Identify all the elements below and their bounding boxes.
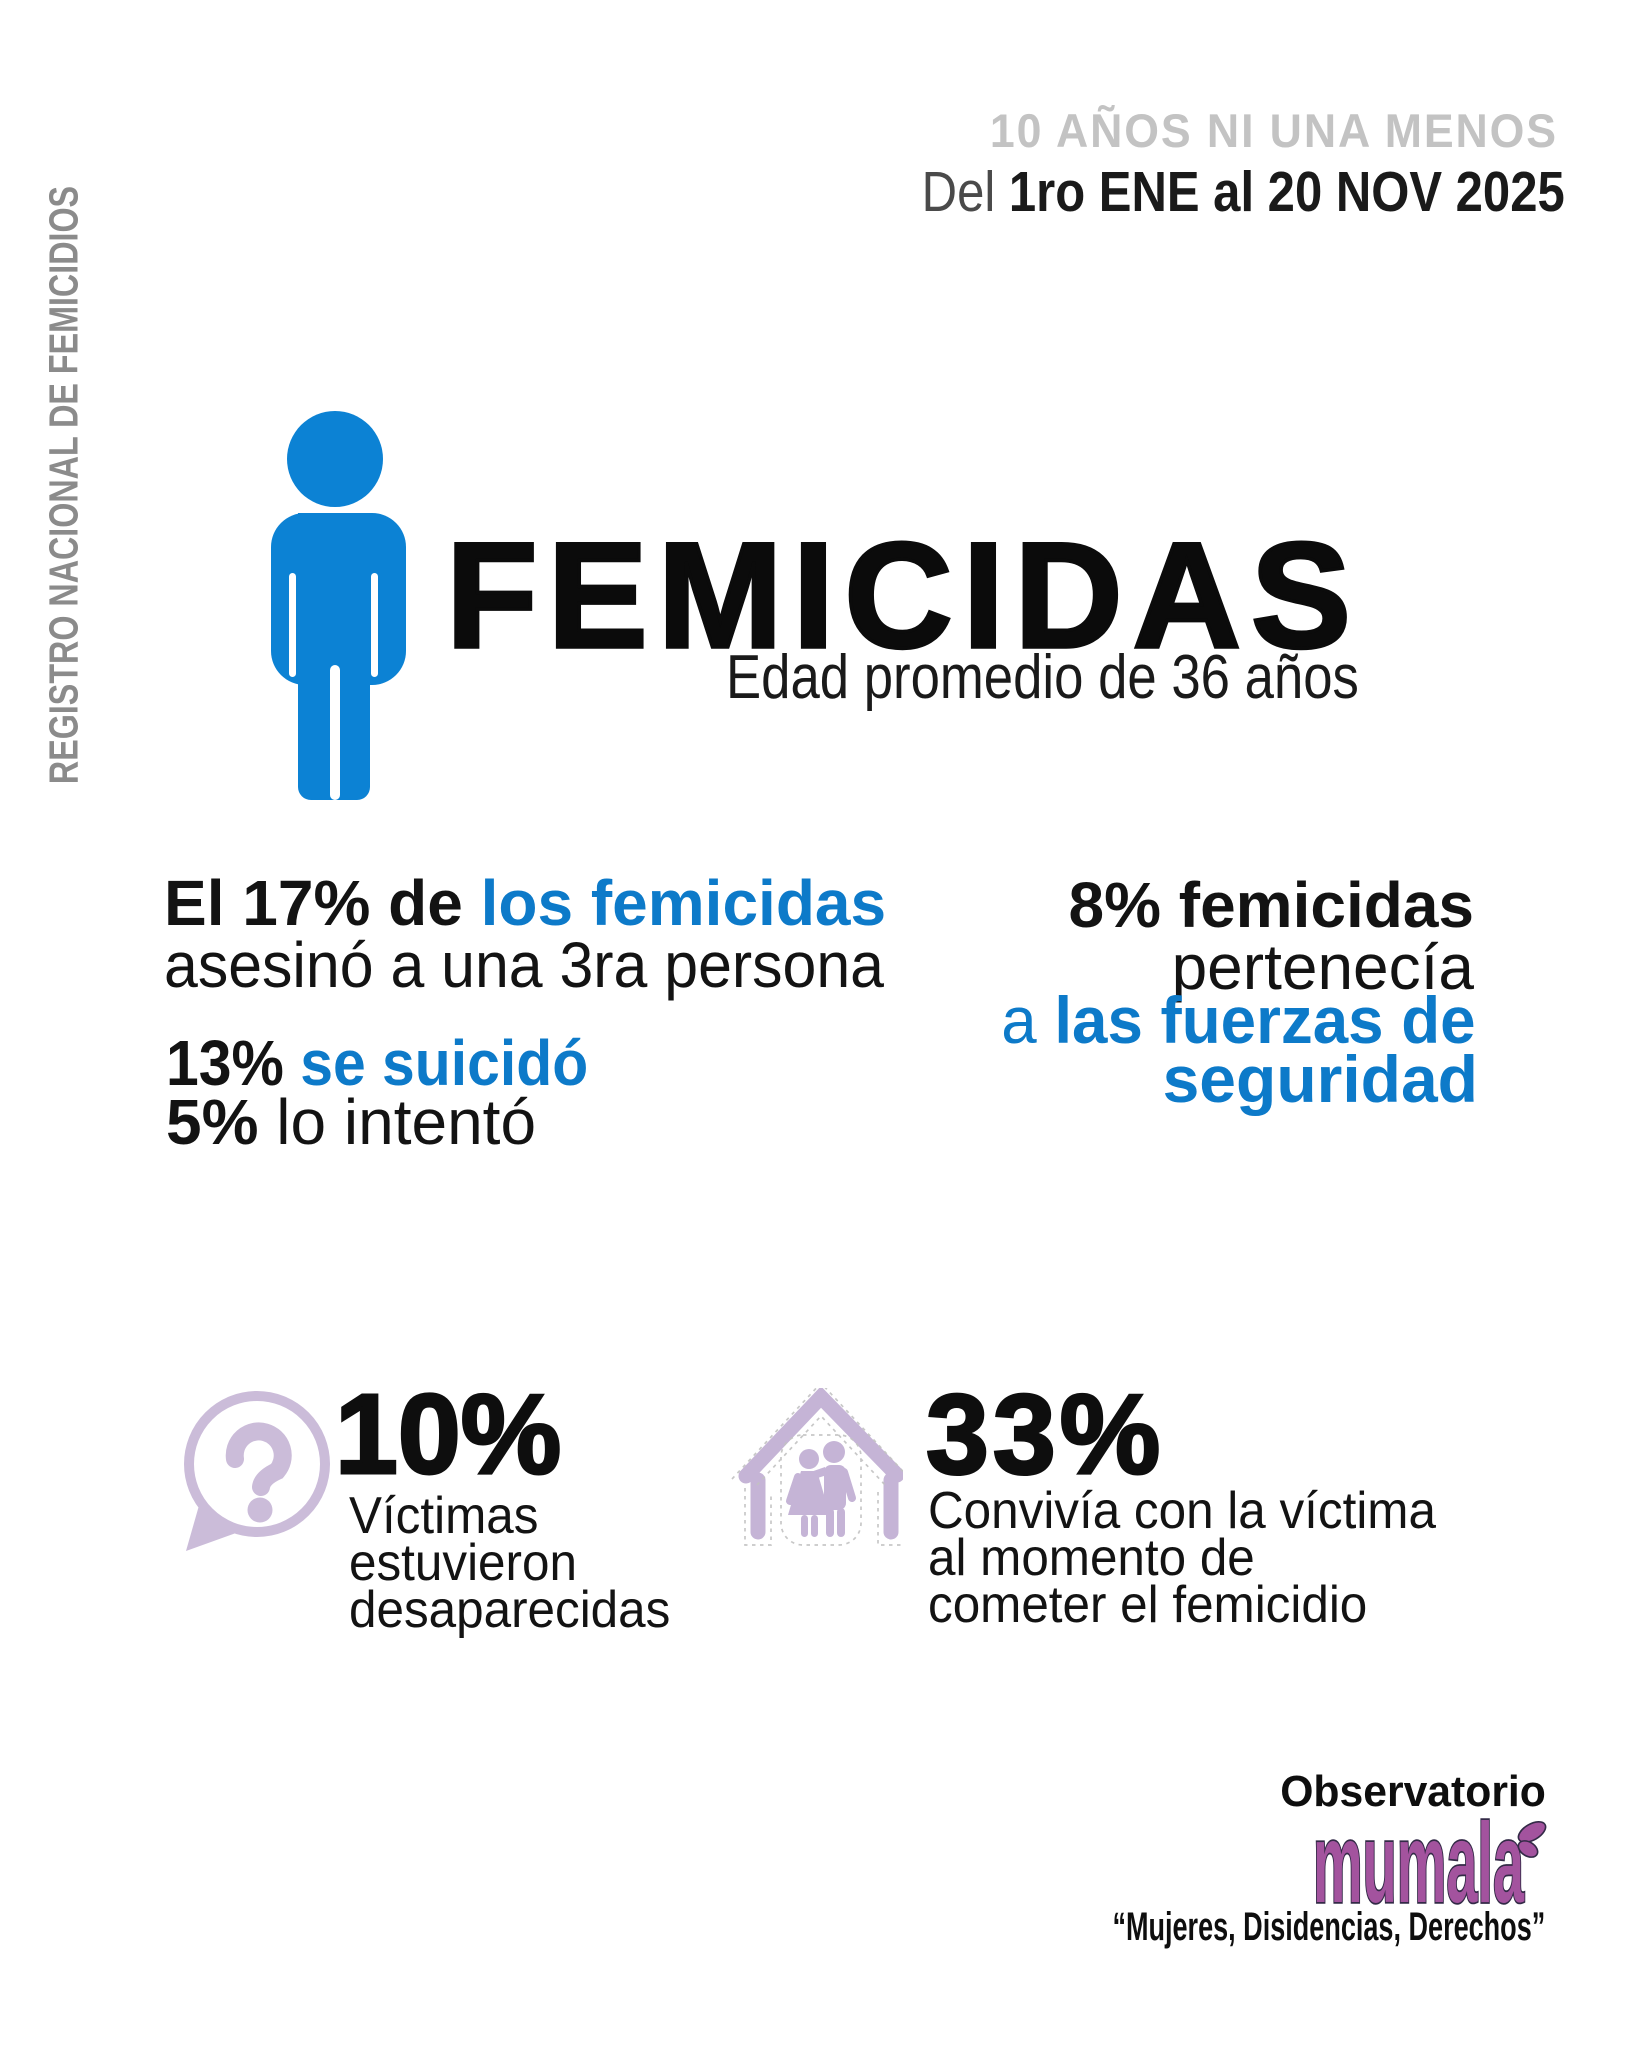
svg-text:mumala: mumala [1313, 1812, 1525, 1912]
